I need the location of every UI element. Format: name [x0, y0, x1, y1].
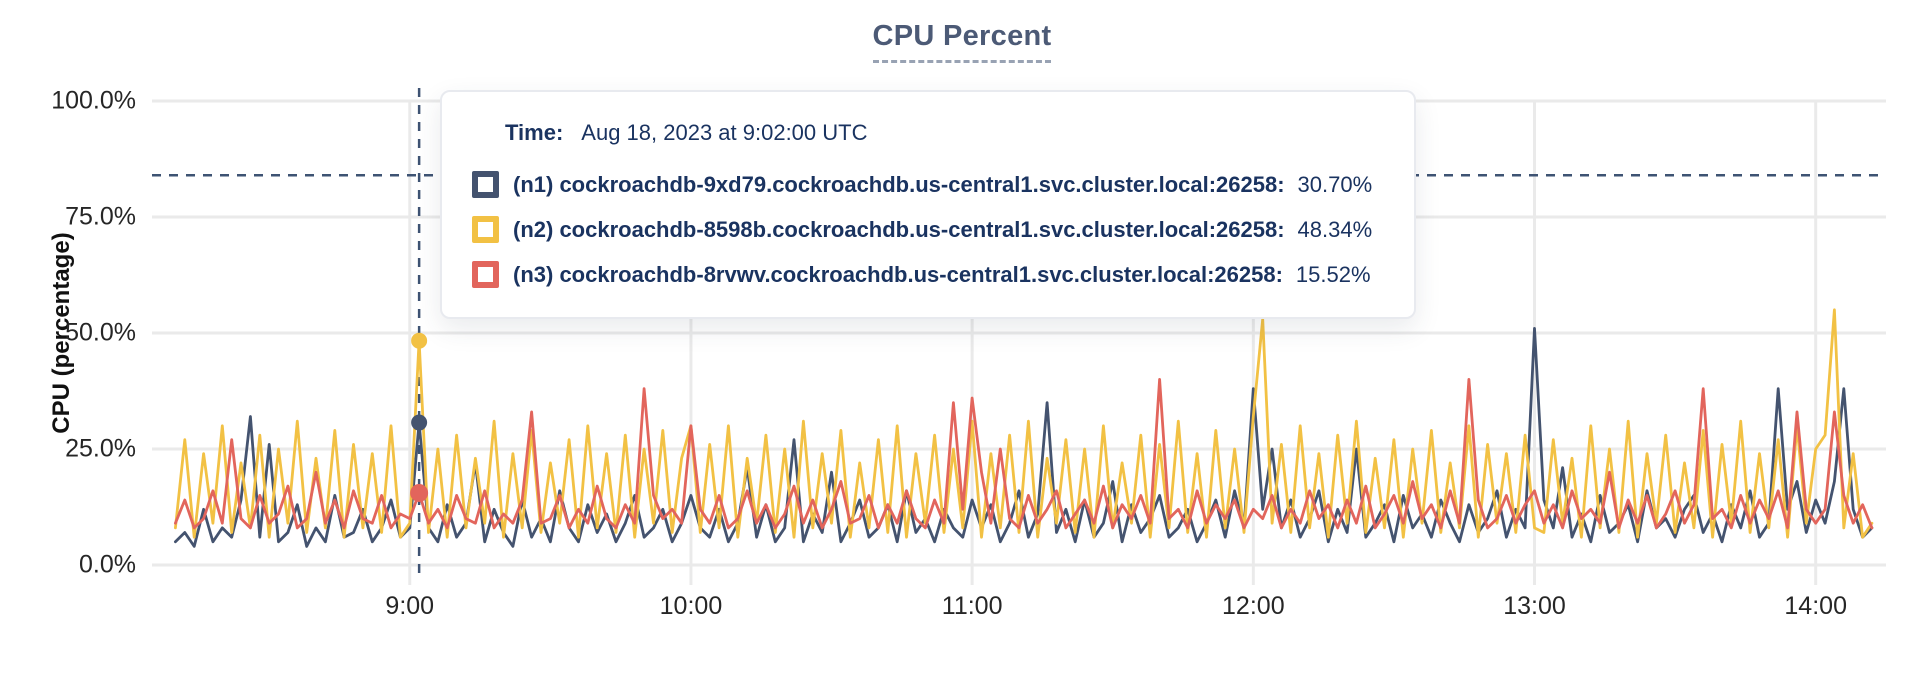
- x-tick-12:00: 12:00: [1222, 592, 1285, 620]
- series-value-n2: 48.34%: [1297, 216, 1373, 242]
- tooltip-time-row: Time: Aug 18, 2023 at 9:02:00 UTC: [505, 120, 1384, 146]
- hover-marker-n3: [410, 483, 429, 502]
- series-label-n2: (n2) cockroachdb-8598b.cockroachdb.us-ce…: [513, 216, 1285, 242]
- series-line-n2: [173, 308, 1874, 539]
- hover-marker-n1: [411, 414, 428, 431]
- tooltip-time-value: Aug 18, 2023 at 9:02:00 UTC: [581, 120, 868, 145]
- y-tick-100.0%: 100.0%: [51, 86, 136, 115]
- x-tick-10:00: 10:00: [659, 592, 723, 620]
- hover-marker-n2: [411, 332, 428, 349]
- y-tick-75.0%: 75.0%: [65, 202, 136, 231]
- legend-swatch-icon-n3: [472, 261, 499, 288]
- chart-header: CPU Percent: [0, 20, 1924, 63]
- hover-tooltip: Time: Aug 18, 2023 at 9:02:00 UTC (n1) co…: [440, 90, 1416, 319]
- series-label-n1: (n1) cockroachdb-9xd79.cockroachdb.us-ce…: [513, 171, 1285, 197]
- x-tick-14:00: 14:00: [1784, 592, 1847, 620]
- series-line-n3: [173, 377, 1874, 530]
- series-value-n3: 15.52%: [1295, 261, 1371, 287]
- tooltip-legend-rows: (n1) cockroachdb-9xd79.cockroachdb.us-ce…: [472, 162, 1384, 297]
- x-tick-13:00: 13:00: [1503, 592, 1566, 620]
- y-tick-0.0%: 0.0%: [79, 550, 136, 579]
- series-value-n1: 30.70%: [1297, 171, 1373, 197]
- y-tick-25.0%: 25.0%: [65, 434, 136, 463]
- chart-title: CPU Percent: [872, 20, 1052, 63]
- x-tick-9:00: 9:00: [385, 592, 435, 620]
- legend-swatch-icon-n2: [472, 216, 499, 243]
- legend-swatch-icon-n1: [472, 171, 499, 198]
- x-tick-11:00: 11:00: [941, 592, 1003, 620]
- tooltip-series-row-n1: (n1) cockroachdb-9xd79.cockroachdb.us-ce…: [472, 162, 1384, 207]
- tooltip-time-label: Time:: [505, 120, 564, 145]
- y-tick-50.0%: 50.0%: [65, 318, 136, 347]
- tooltip-series-row-n2: (n2) cockroachdb-8598b.cockroachdb.us-ce…: [472, 207, 1384, 252]
- tooltip-series-row-n3: (n3) cockroachdb-8rvwv.cockroachdb.us-ce…: [472, 252, 1384, 297]
- series-label-n3: (n3) cockroachdb-8rvwv.cockroachdb.us-ce…: [513, 261, 1283, 287]
